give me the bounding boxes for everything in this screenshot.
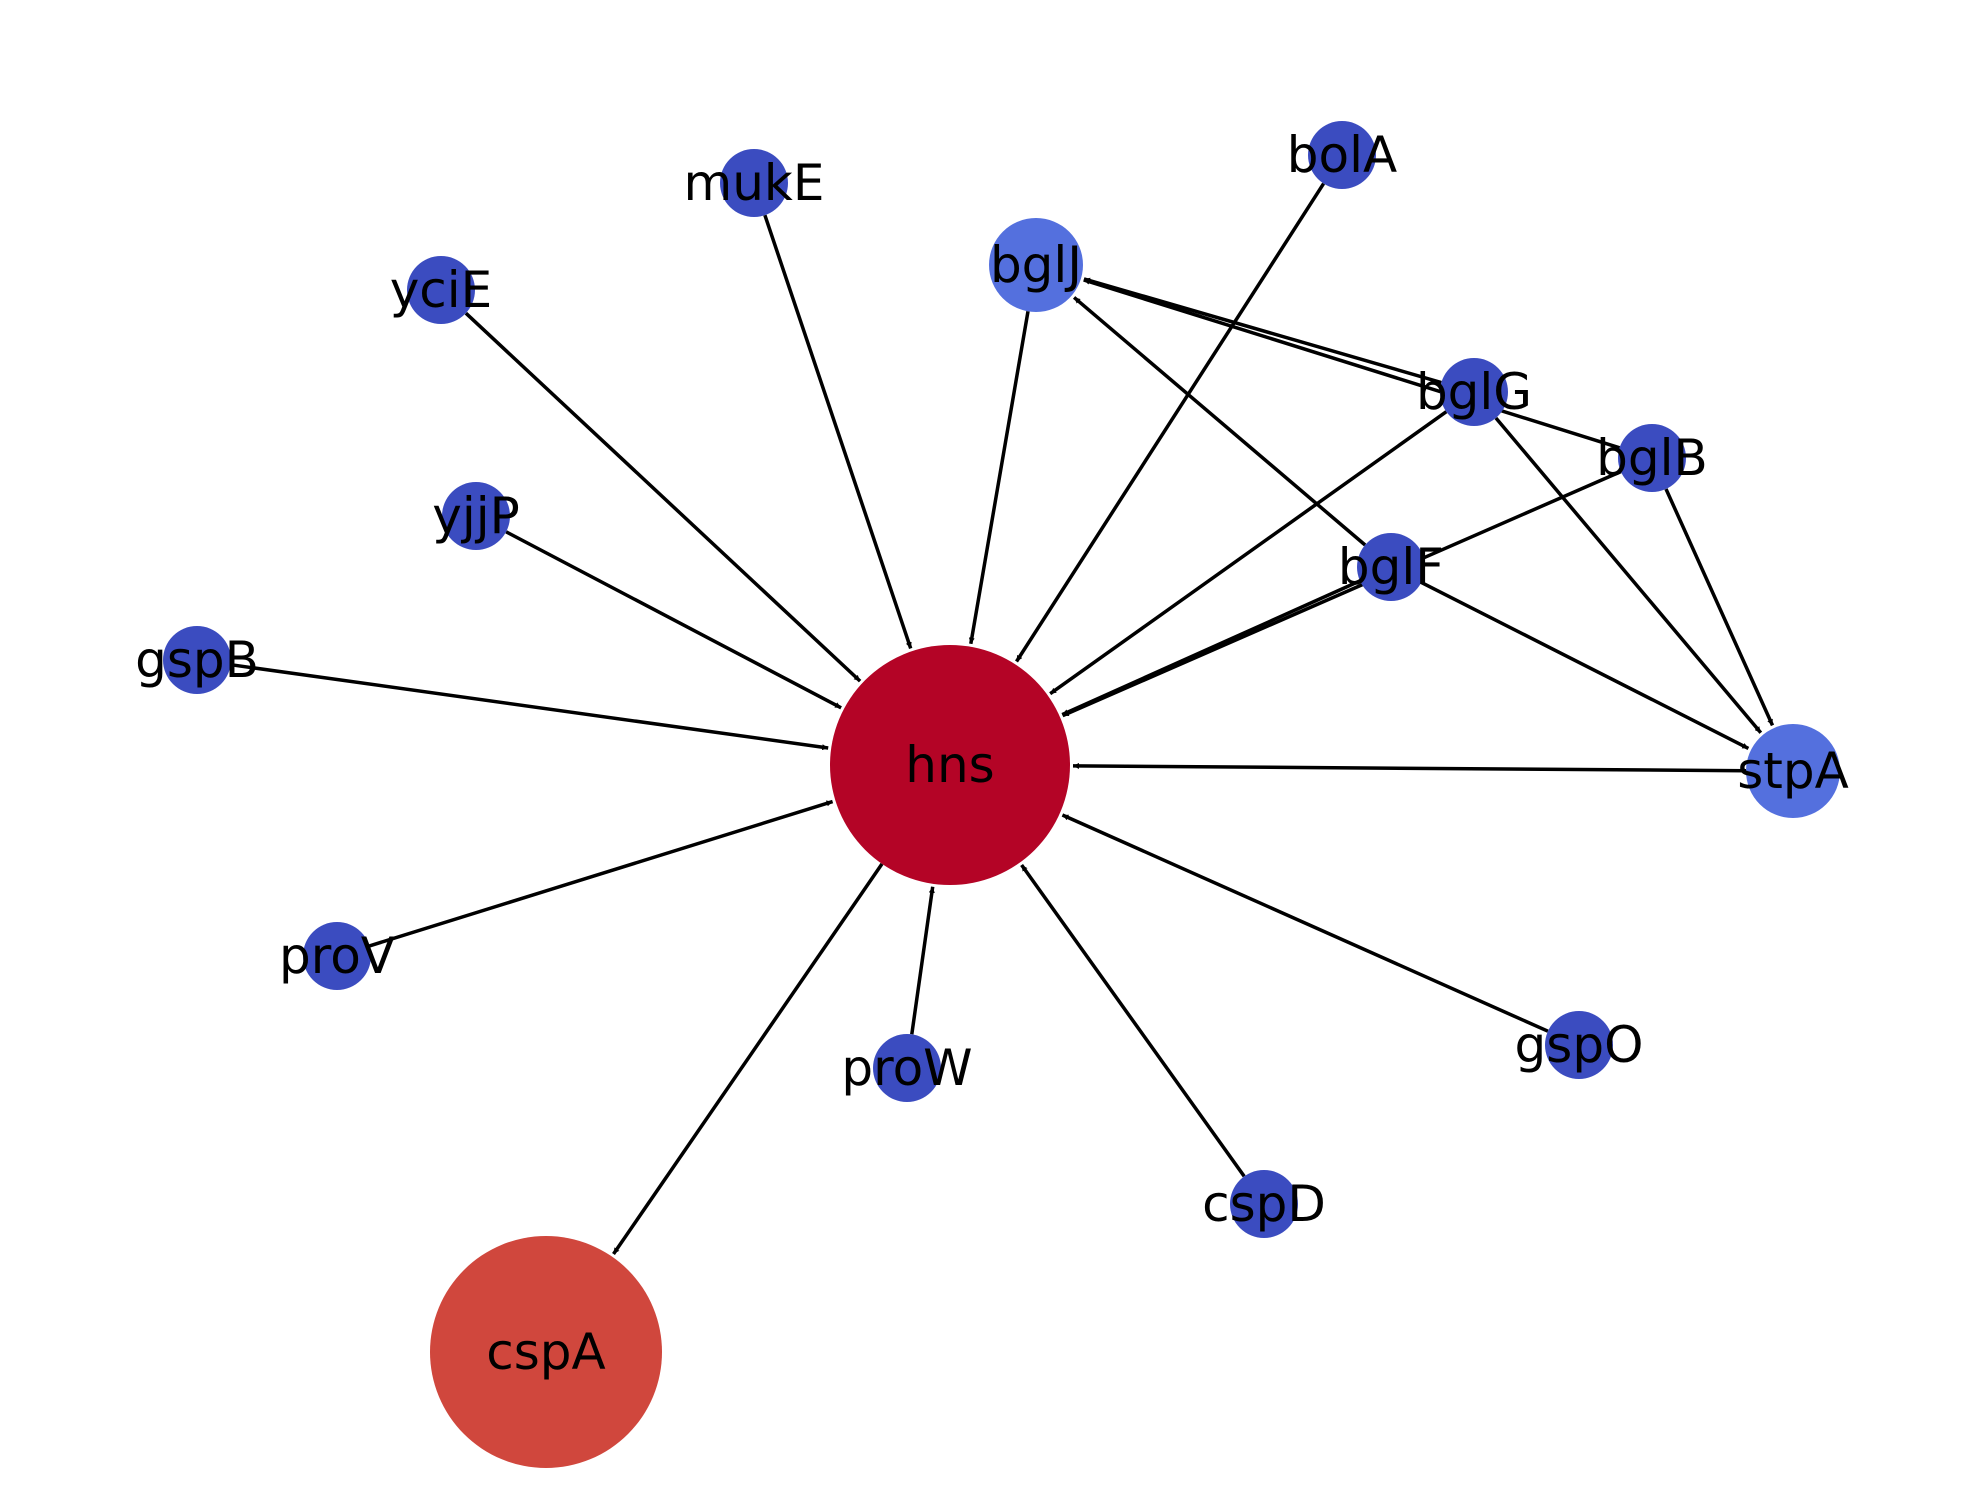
node-cspD: cspD [1202, 1170, 1326, 1238]
edge-bglG-to-hns [1049, 410, 1448, 696]
edge-bglG-to-stpA [1494, 416, 1763, 734]
node-stpA: stpA [1737, 724, 1849, 818]
edge-bglF-to-bglJ [1072, 296, 1367, 547]
node-circle-stpA [1746, 724, 1840, 818]
node-circle-yciE [407, 256, 475, 324]
node-circle-hns [830, 645, 1070, 885]
node-circle-proW [873, 1034, 941, 1102]
edges-layer [230, 182, 1775, 1255]
node-gspB: gspB [135, 626, 259, 694]
edge-cspD-to-hns [1020, 863, 1246, 1178]
node-label-bglJ: bglJ [990, 236, 1082, 294]
edge-gspO-to-hns [1061, 813, 1549, 1033]
node-bglJ: bglJ [989, 218, 1083, 312]
node-circle-mukE [720, 149, 788, 217]
node-bglF: bglF [1338, 533, 1444, 601]
node-label-mukE: mukE [684, 154, 825, 212]
node-label-yciE: yciE [390, 261, 493, 319]
node-bolA: bolA [1287, 121, 1397, 189]
edge-proW-to-hns [910, 886, 935, 1035]
node-circle-bglG [1440, 358, 1508, 426]
edge-hns-to-cspA [612, 862, 884, 1255]
node-yjjP: yjjP [432, 482, 520, 550]
node-circle-gspB [163, 626, 231, 694]
node-circle-bolA [1308, 121, 1376, 189]
node-circle-bglB [1618, 424, 1686, 492]
node-label-bglG: bglG [1416, 363, 1532, 421]
node-label-stpA: stpA [1737, 742, 1849, 800]
edge-bglB-to-stpA [1664, 488, 1775, 727]
node-bglB: bglB [1596, 424, 1708, 492]
node-gspO: gspO [1515, 1011, 1644, 1079]
node-mukE: mukE [684, 149, 825, 217]
node-bglG: bglG [1416, 358, 1532, 426]
node-circle-bglJ [989, 218, 1083, 312]
node-label-proV: proV [279, 927, 395, 985]
edge-gspB-to-hns [230, 662, 829, 751]
edge-bglF-to-stpA [1420, 580, 1750, 750]
node-yciE: yciE [390, 256, 493, 324]
node-label-proW: proW [841, 1039, 972, 1097]
node-label-hns: hns [905, 736, 994, 794]
edge-bolA-to-hns [1015, 182, 1326, 663]
node-cspA: cspA [430, 1236, 662, 1468]
edge-bglB-to-hns [1061, 469, 1622, 718]
node-circle-cspD [1230, 1170, 1298, 1238]
node-label-yjjP: yjjP [432, 487, 520, 545]
node-label-bglF: bglF [1338, 538, 1444, 596]
node-label-cspD: cspD [1202, 1175, 1326, 1233]
node-hns: hns [830, 645, 1070, 885]
node-label-bolA: bolA [1287, 126, 1397, 184]
node-proW: proW [841, 1034, 973, 1102]
node-label-cspA: cspA [486, 1323, 605, 1381]
edge-bglB-to-bglJ [1083, 278, 1621, 450]
edge-yjjP-to-hns [505, 530, 842, 710]
node-circle-cspA [430, 1236, 662, 1468]
edge-bglJ-to-hns [968, 311, 1030, 645]
node-circle-gspO [1545, 1011, 1613, 1079]
node-circle-yjjP [442, 482, 510, 550]
edge-bglG-to-bglJ [1083, 277, 1442, 385]
node-label-gspO: gspO [1515, 1016, 1644, 1074]
node-circle-proV [303, 922, 371, 990]
edge-stpA-to-hns [1072, 762, 1747, 773]
nodes-layer: hns cspA bglJ stpA bolA mukE yciE yjjP gspB proV p… [135, 121, 1849, 1468]
node-label-bglB: bglB [1596, 429, 1708, 487]
edge-proV-to-hns [368, 799, 834, 948]
edge-yciE-to-hns [464, 311, 862, 683]
node-label-gspB: gspB [135, 631, 259, 689]
node-circle-bglF [1357, 533, 1425, 601]
edge-mukE-to-hns [763, 214, 913, 649]
node-proV: proV [279, 922, 395, 990]
